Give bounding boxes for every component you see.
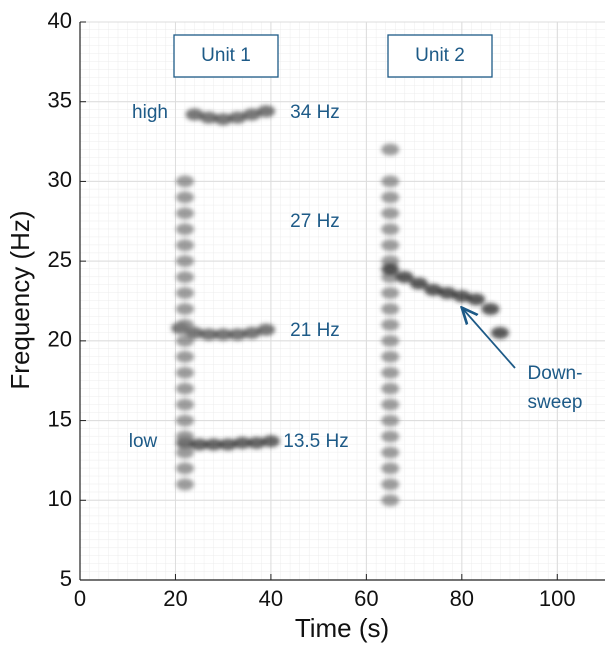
annotation: 13.5 Hz (283, 431, 348, 452)
energy-blob (176, 398, 194, 411)
energy-blob (381, 334, 400, 347)
energy-blob (176, 271, 194, 284)
x-tick-label: 100 (539, 586, 576, 611)
energy-blob (257, 105, 276, 118)
energy-blob (381, 175, 400, 188)
energy-blob (214, 113, 233, 126)
energy-blob (381, 414, 400, 427)
energy-blob (467, 293, 486, 306)
energy-blob (176, 302, 194, 315)
energy-blob (395, 271, 414, 284)
energy-blob (438, 287, 457, 300)
y-tick-label: 15 (48, 406, 72, 431)
annotation: Unit 1 (201, 45, 251, 66)
energy-blob (409, 277, 428, 290)
energy-blob (381, 191, 400, 204)
energy-blob (185, 326, 204, 339)
energy-blob (176, 382, 194, 395)
x-tick-label: 0 (74, 586, 86, 611)
energy-blob (176, 191, 194, 204)
energy-blob (381, 263, 400, 276)
energy-blob (381, 302, 400, 315)
energy-blob (381, 446, 400, 459)
y-tick-label: 5 (60, 566, 72, 591)
energy-blob (176, 334, 194, 347)
energy-blob (242, 108, 261, 121)
annotation: 21 Hz (290, 320, 340, 341)
energy-blob (381, 398, 400, 411)
x-tick-label: 40 (259, 586, 283, 611)
energy-blob (176, 255, 194, 268)
annotation: 34 Hz (290, 102, 340, 123)
energy-blob (381, 143, 400, 156)
energy-blob (381, 223, 400, 236)
energy-blob (176, 318, 194, 331)
x-tick-label: 60 (354, 586, 378, 611)
energy-blob (257, 323, 276, 336)
arrow (463, 309, 516, 369)
annotation: 27 Hz (290, 211, 340, 232)
energy-blob (481, 302, 500, 315)
energy-blob (176, 430, 194, 443)
energy-blob (176, 350, 194, 363)
energy-blob (199, 328, 218, 341)
y-tick-label: 25 (48, 247, 72, 272)
energy-blob (491, 326, 509, 339)
annotation-box (173, 34, 279, 78)
energy-blob (228, 328, 247, 341)
annotation: sweep (528, 392, 583, 413)
energy-blob (176, 414, 194, 427)
energy-blob (176, 478, 194, 491)
energy-blob (214, 328, 233, 341)
energy-blob (199, 111, 218, 124)
energy-blob (381, 430, 400, 443)
x-axis-label: Time (s) (295, 613, 389, 643)
energy-blob (381, 287, 400, 300)
minor-grid (80, 22, 605, 580)
energy-blob (381, 366, 400, 379)
y-tick-label: 40 (48, 8, 72, 33)
x-tick-label: 20 (163, 586, 187, 611)
energy-blob (204, 438, 223, 451)
energy-blob (261, 435, 280, 448)
annotation: Unit 2 (415, 45, 465, 66)
y-tick-label: 35 (48, 88, 72, 113)
y-tick-label: 20 (48, 327, 72, 352)
energy-blob (233, 436, 252, 449)
annotation: low (129, 431, 158, 452)
energy-blob (176, 287, 194, 300)
energy-blob (218, 438, 237, 451)
x-tick-label: 80 (450, 586, 474, 611)
energy-blob (228, 111, 247, 124)
energy-blob (381, 494, 400, 507)
energy-blob (176, 366, 194, 379)
annotation: high (132, 102, 168, 123)
energy-blob (190, 438, 209, 451)
energy-blob (176, 462, 194, 475)
energy-blob (452, 290, 471, 303)
y-tick-label: 10 (48, 486, 72, 511)
energy-blob (381, 239, 400, 252)
energy-blob (176, 446, 194, 459)
y-axis-label: Frequency (Hz) (5, 210, 35, 389)
energy-blob (381, 207, 400, 220)
energy-blob (381, 478, 400, 491)
energy-blob (424, 283, 443, 296)
energy-blob (176, 207, 194, 220)
energy-blob (176, 223, 194, 236)
energy-blob (242, 326, 261, 339)
energy-blob (381, 350, 400, 363)
annotation: Down- (528, 363, 583, 384)
energy-blob (176, 175, 194, 188)
energy-blob (247, 436, 266, 449)
energy-blob (381, 382, 400, 395)
energy-blob (381, 318, 400, 331)
energy-blob (185, 108, 204, 121)
energy-blob (381, 462, 400, 475)
y-tick-label: 30 (48, 167, 72, 192)
energy-blob (176, 239, 194, 252)
annotation-box (387, 34, 493, 78)
